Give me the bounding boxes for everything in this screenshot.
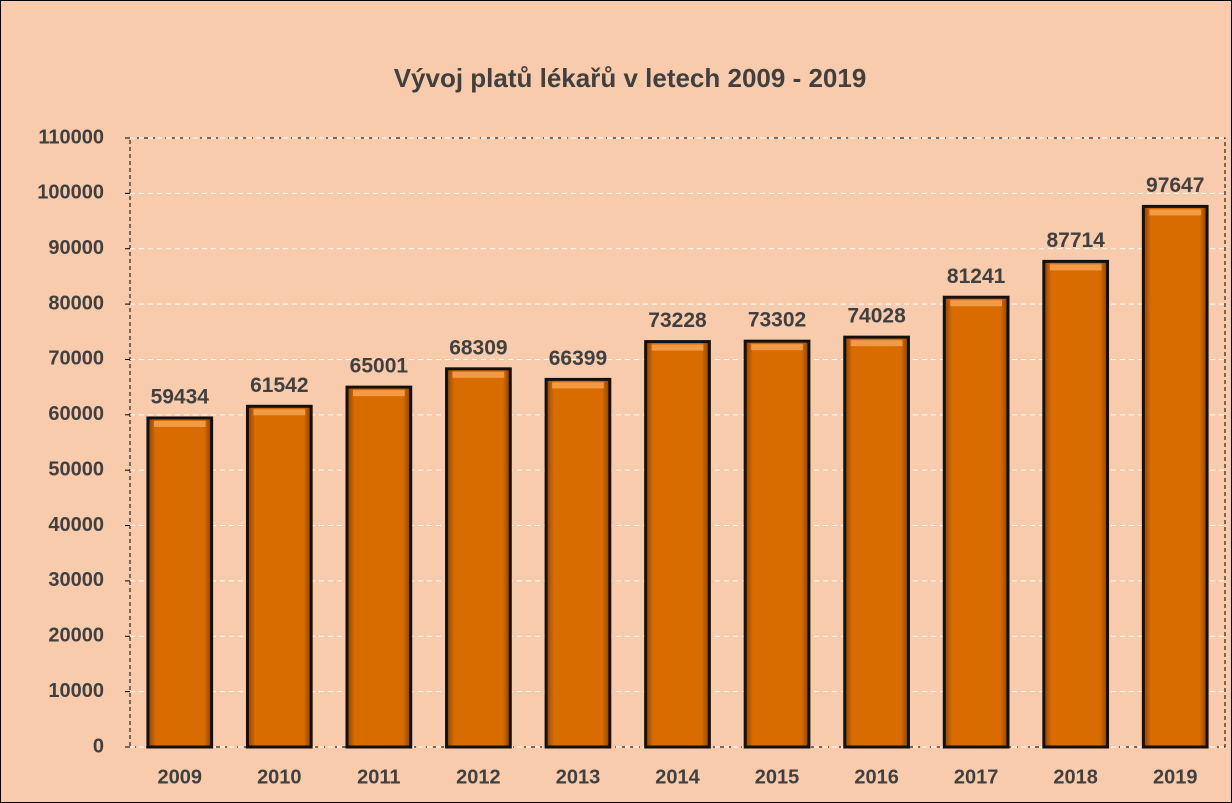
bar	[445, 367, 512, 749]
bar-highlight	[651, 344, 704, 351]
bar	[644, 340, 711, 749]
x-tick-label: 2010	[257, 766, 302, 788]
y-tick-label: 80000	[48, 292, 104, 314]
data-label: 73302	[748, 309, 806, 332]
x-tick-label: 2012	[456, 766, 501, 788]
x-tick-label: 2011	[357, 766, 400, 788]
bar	[1042, 259, 1110, 749]
y-tick-label: 100000	[37, 182, 104, 204]
bar-highlight	[552, 382, 604, 389]
bar	[345, 385, 413, 749]
data-label: 59434	[151, 385, 210, 408]
plot-area	[129, 137, 1226, 748]
data-label: 74028	[847, 305, 906, 328]
y-tick-label: 60000	[48, 403, 104, 425]
bar	[1141, 204, 1209, 749]
bar-highlight	[1149, 209, 1202, 216]
y-tick-label: 20000	[48, 625, 104, 647]
bar	[843, 335, 910, 749]
bar-highlight	[452, 371, 505, 378]
bar-highlight	[751, 344, 803, 351]
x-tick-label: 2017	[954, 766, 999, 788]
x-tick-label: 2009	[158, 766, 203, 788]
bar-highlight	[850, 340, 903, 347]
y-tick-label: 30000	[48, 569, 104, 591]
y-tick-label: 110000	[38, 126, 104, 148]
bar-highlight	[950, 300, 1002, 307]
data-label: 65001	[350, 355, 409, 378]
data-label: 66399	[549, 347, 607, 370]
bar-highlight	[353, 390, 405, 397]
y-tick-label: 90000	[48, 237, 104, 259]
x-tick-label: 2014	[655, 766, 700, 788]
chart-title: Vývoj platů lékařů v letech 2009 - 2019	[394, 63, 867, 93]
data-label: 81241	[947, 265, 1006, 288]
bar-highlight	[1049, 264, 1102, 271]
bar	[743, 339, 811, 749]
bar-highlight	[253, 409, 306, 416]
bar	[245, 404, 313, 749]
y-tick-label: 0	[93, 735, 104, 757]
data-label: 68309	[449, 336, 507, 359]
bar	[146, 416, 214, 749]
bar-highlight	[153, 420, 206, 427]
x-tick-label: 2016	[854, 766, 899, 788]
y-tick-label: 70000	[48, 348, 104, 370]
y-tick-label: 10000	[48, 680, 104, 702]
y-tick-label: 50000	[48, 458, 104, 480]
x-tick-label: 2019	[1153, 766, 1198, 788]
data-label: 87714	[1046, 229, 1105, 252]
x-tick-label: 2013	[556, 766, 601, 788]
data-label: 61542	[250, 374, 308, 397]
bar	[544, 377, 612, 749]
x-tick-label: 2015	[755, 766, 800, 788]
data-label: 73228	[648, 309, 707, 332]
bar	[942, 295, 1010, 749]
y-tick-label: 40000	[48, 514, 104, 536]
x-tick-label: 2018	[1053, 766, 1098, 788]
data-label: 97647	[1146, 174, 1204, 197]
